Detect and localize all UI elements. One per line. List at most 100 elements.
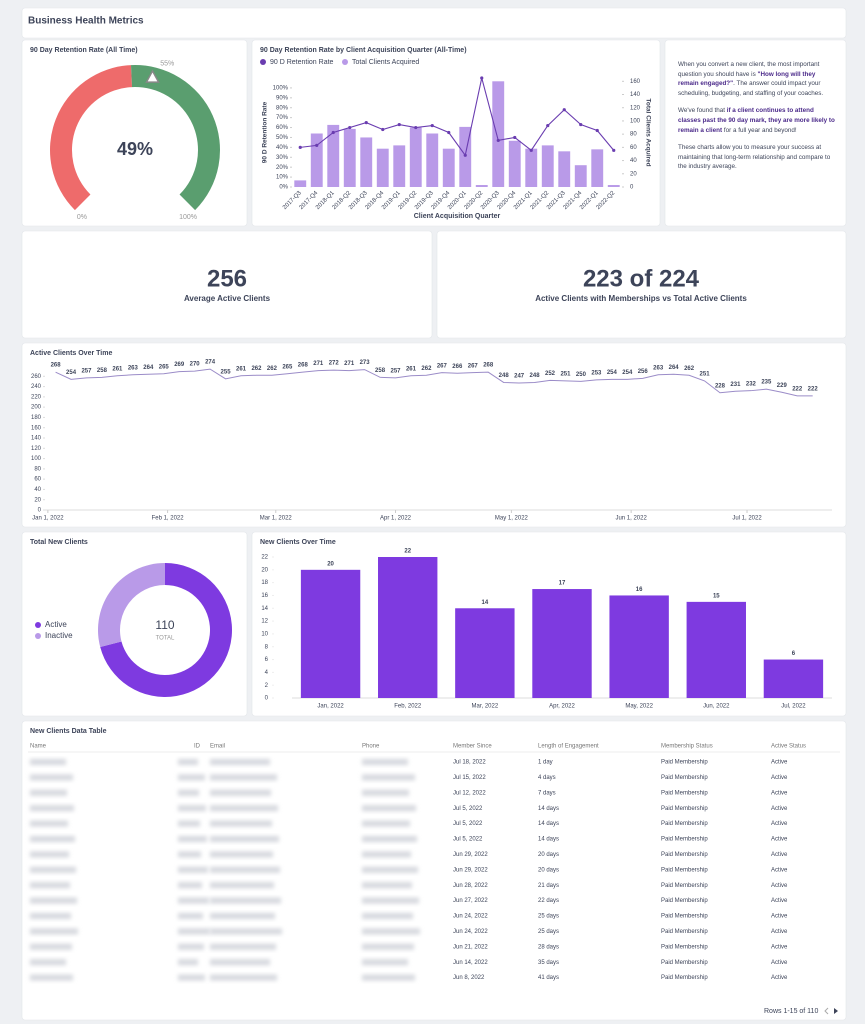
redacted-cell <box>362 820 410 827</box>
gauge-value: 49% <box>117 139 153 159</box>
bar <box>532 589 592 698</box>
table-cell: 7 days <box>538 790 556 796</box>
table-cell: Paid Membership <box>661 775 708 781</box>
bar <box>343 128 356 187</box>
redacted-cell <box>30 943 72 950</box>
y-tick-label: 80 <box>34 466 41 472</box>
redacted-cell <box>178 851 201 858</box>
redacted-cell <box>30 851 69 858</box>
redacted-cell <box>210 928 282 935</box>
table-panel <box>21 720 847 1021</box>
redacted-cell <box>178 866 208 873</box>
bar <box>574 165 587 187</box>
table-cell: 20 days <box>538 867 559 873</box>
data-label: 248 <box>499 373 510 379</box>
x-axis-title: Client Acquisition Quarter <box>414 213 501 220</box>
legend-swatch <box>35 622 41 628</box>
y-tick-label: 180 <box>31 415 42 421</box>
bar <box>294 180 307 187</box>
table-cell: Active <box>771 760 788 766</box>
line-point <box>315 143 319 147</box>
bar <box>541 145 554 187</box>
data-label: 268 <box>298 363 309 369</box>
redacted-cell <box>362 959 408 966</box>
redacted-cell <box>178 974 205 981</box>
chart-title: 90 Day Retention Rate by Client Acquisit… <box>260 47 467 54</box>
text: When you convert a new client, the most … <box>678 61 820 78</box>
legend-label: 90 D Retention Rate <box>270 59 334 66</box>
table-cell: Paid Membership <box>661 790 708 796</box>
redacted-cell <box>210 820 272 827</box>
redacted-cell <box>362 928 420 935</box>
data-label: 222 <box>792 386 803 392</box>
line-point <box>513 135 517 140</box>
donut-slice <box>100 563 233 697</box>
chart-title: Active Clients Over Time <box>30 350 112 357</box>
data-label: 267 <box>468 363 479 369</box>
table-cell: Paid Membership <box>661 867 708 873</box>
table-cell: Jun 24, 2022 <box>453 914 488 920</box>
legend-label: Total Clients Acquired <box>352 59 419 66</box>
x-tick-label: Jul, 2022 <box>781 704 806 710</box>
data-label: 257 <box>81 368 92 374</box>
redacted-cell <box>362 836 417 842</box>
x-tick-label: Feb, 2022 <box>394 704 422 710</box>
data-label: 266 <box>452 364 463 370</box>
note-text: When you convert a new client, the most … <box>678 60 836 180</box>
donut-total-label: TOTAL <box>156 636 175 642</box>
donut-slice <box>97 563 165 648</box>
paragraph: We've found that if a client continues t… <box>678 106 836 135</box>
next-page[interactable] <box>834 1008 838 1014</box>
legend-label: Active <box>45 620 67 629</box>
data-label: 255 <box>221 369 232 375</box>
line-point <box>496 138 500 143</box>
redacted-cell <box>210 836 279 842</box>
column-header: Membership Status <box>661 744 713 750</box>
y-tick-label: 22 <box>261 555 268 561</box>
table-cell: Paid Membership <box>661 898 708 904</box>
y-tick-label: 60 <box>34 477 41 483</box>
redacted-cell <box>30 789 67 796</box>
table-cell: Active <box>771 790 788 796</box>
x-tick-label: Apr 1, 2022 <box>380 516 412 522</box>
y-tick-label: 20% <box>276 165 289 171</box>
redacted-cell <box>210 913 275 919</box>
redacted-cell <box>178 774 205 781</box>
prev-page[interactable] <box>824 1007 829 1015</box>
bar <box>525 148 538 187</box>
target-marker <box>145 69 160 83</box>
redacted-cell <box>210 897 281 904</box>
y-tick-label: 30% <box>276 155 289 161</box>
x-tick-label: Jun 1, 2022 <box>615 516 647 522</box>
redacted-cell <box>210 805 278 812</box>
line-point <box>298 145 302 149</box>
data-label: 251 <box>560 371 571 377</box>
data-label: 253 <box>591 370 602 376</box>
y-tick-label: 70% <box>276 115 289 121</box>
y-axis-title: 90 D Retention Rate <box>262 101 269 163</box>
table-cell: 21 days <box>538 883 559 889</box>
y-tick-label: 6 <box>265 657 269 663</box>
table-cell: 35 days <box>538 960 559 966</box>
x-tick-label: Jan, 2022 <box>317 704 344 710</box>
legend-swatch <box>35 633 41 639</box>
redacted-cell <box>362 851 411 858</box>
data-label: 258 <box>97 368 108 374</box>
redacted-cell <box>178 882 202 889</box>
table-cell: Active <box>771 852 788 858</box>
line-point <box>480 76 484 80</box>
bar <box>763 659 824 698</box>
column-header: ID <box>194 744 201 750</box>
table-cell: 14 days <box>538 821 559 827</box>
y-tick-label: 14 <box>261 606 268 612</box>
data-label: 22 <box>404 549 411 555</box>
data-label: 231 <box>730 382 741 388</box>
x-tick-label: Jul 1, 2022 <box>732 516 762 522</box>
bar <box>455 608 515 698</box>
page-title: Business Health Metrics <box>28 16 144 27</box>
y-tick-label: 18 <box>261 580 268 586</box>
redacted-cell <box>362 897 419 904</box>
table-cell: Active <box>771 960 788 966</box>
table-cell: Jun 24, 2022 <box>453 929 488 935</box>
table-cell: Paid Membership <box>661 821 708 827</box>
